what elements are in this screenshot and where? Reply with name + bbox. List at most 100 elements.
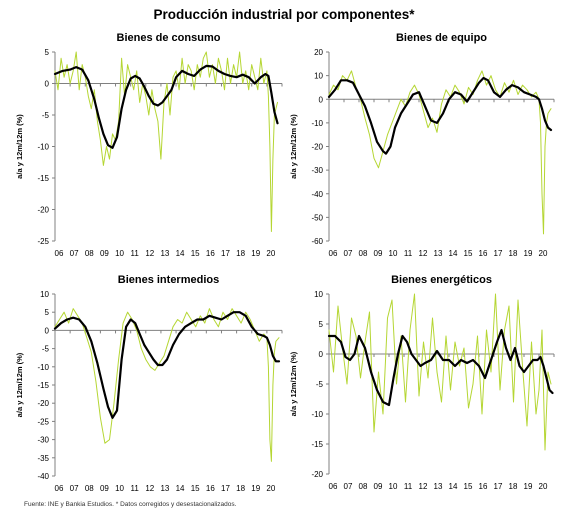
series-line-monthly bbox=[328, 70, 552, 235]
y-tick-label: -5 bbox=[42, 111, 50, 120]
series-line-12m bbox=[327, 328, 554, 407]
y-tick-label: -20 bbox=[311, 143, 323, 152]
x-tick-label: 08 bbox=[85, 249, 94, 258]
x-tick-label: 18 bbox=[509, 482, 518, 491]
x-tick-label: 19 bbox=[251, 249, 260, 258]
x-tick-label: 18 bbox=[236, 484, 245, 493]
x-tick-label: 11 bbox=[131, 249, 140, 258]
x-tick-label: 09 bbox=[100, 484, 109, 493]
y-tick-label: -35 bbox=[37, 454, 49, 463]
y-tick-label: -30 bbox=[37, 436, 49, 445]
x-tick-label: 07 bbox=[344, 482, 353, 491]
y-tick-label: 20 bbox=[314, 48, 323, 57]
chart-title: Bienes intermedios bbox=[118, 274, 219, 286]
x-tick-label: 18 bbox=[509, 249, 518, 258]
y-tick-label: -20 bbox=[37, 399, 49, 408]
x-tick-label: 09 bbox=[374, 482, 383, 491]
x-tick-label: 07 bbox=[344, 249, 353, 258]
x-tick-label: 19 bbox=[524, 249, 533, 258]
y-tick-label: -10 bbox=[311, 119, 323, 128]
y-tick-label: 10 bbox=[40, 290, 49, 299]
x-tick-label: 13 bbox=[434, 249, 443, 258]
x-tick-label: 08 bbox=[359, 482, 368, 491]
x-tick-label: 12 bbox=[145, 249, 154, 258]
x-tick-label: 19 bbox=[251, 484, 260, 493]
x-tick-label: 10 bbox=[389, 482, 398, 491]
x-tick-label: 12 bbox=[145, 484, 154, 493]
series-line-monthly bbox=[54, 51, 278, 232]
x-tick-label: 06 bbox=[55, 249, 64, 258]
x-tick-label: 15 bbox=[464, 482, 473, 491]
y-axis-label: a/a y 12m/12m (%) bbox=[15, 114, 24, 179]
y-tick-label: -10 bbox=[37, 143, 49, 152]
x-tick-label: 14 bbox=[449, 249, 458, 258]
y-tick-label: 0 bbox=[319, 350, 324, 359]
y-tick-label: 0 bbox=[45, 326, 50, 335]
y-axis-label: a/a y 12m/12m (%) bbox=[289, 351, 298, 416]
y-axis-label: a/a y 12m/12m (%) bbox=[15, 352, 24, 417]
x-tick-label: 16 bbox=[206, 249, 215, 258]
x-tick-label: 09 bbox=[374, 249, 383, 258]
y-tick-label: -5 bbox=[42, 345, 50, 354]
y-tick-label: -20 bbox=[311, 470, 323, 479]
x-tick-label: 16 bbox=[479, 482, 488, 491]
x-tick-label: 16 bbox=[479, 249, 488, 258]
x-tick-label: 17 bbox=[221, 484, 230, 493]
x-tick-label: 08 bbox=[359, 249, 368, 258]
x-tick-label: 10 bbox=[115, 249, 124, 258]
chart-title: Bienes de consumo bbox=[117, 32, 221, 44]
chart-title: Bienes de equipo bbox=[396, 32, 487, 44]
page-title: Producción industrial por componentes* bbox=[153, 7, 415, 22]
y-tick-label: -15 bbox=[37, 174, 49, 183]
x-tick-label: 15 bbox=[191, 484, 200, 493]
x-tick-label: 11 bbox=[404, 482, 413, 491]
source-note: Fuente: INE y Bankia Estudios. * Datos c… bbox=[24, 501, 237, 508]
series-line-12m bbox=[53, 311, 281, 419]
x-tick-label: 20 bbox=[266, 249, 275, 258]
y-tick-label: 0 bbox=[319, 95, 324, 104]
y-tick-label: 5 bbox=[45, 308, 50, 317]
x-tick-label: 17 bbox=[494, 249, 503, 258]
x-tick-label: 14 bbox=[176, 249, 185, 258]
x-tick-label: 13 bbox=[160, 249, 169, 258]
y-tick-label: -60 bbox=[311, 237, 323, 246]
series-line-12m bbox=[53, 64, 279, 149]
y-tick-label: 10 bbox=[314, 290, 323, 299]
chart-bienes-energeticos: Bienes energéticos a/a y 12m/12m (%) 10 5 0 -… bbox=[289, 274, 555, 491]
series-line-monthly bbox=[328, 293, 552, 451]
x-tick-label: 17 bbox=[494, 482, 503, 491]
x-tick-label: 15 bbox=[464, 249, 473, 258]
y-tick-label: -10 bbox=[37, 363, 49, 372]
y-tick-label: -5 bbox=[316, 380, 324, 389]
x-tick-label: 10 bbox=[115, 484, 124, 493]
x-tick-label: 08 bbox=[85, 484, 94, 493]
y-tick-label: -20 bbox=[37, 206, 49, 215]
x-tick-label: 12 bbox=[419, 482, 428, 491]
x-tick-label: 06 bbox=[329, 482, 338, 491]
chart-bienes-intermedios: Bienes intermedios a/a y 12m/12m (%) 10 5 0 -… bbox=[15, 274, 283, 493]
x-tick-label: 14 bbox=[176, 484, 185, 493]
x-tick-label: 11 bbox=[404, 249, 413, 258]
y-tick-label: -25 bbox=[37, 237, 49, 246]
chart-bienes-de-equipo: Bienes de equipo a/a y 12m/12m (%) 20 10 0 -1… bbox=[289, 32, 555, 258]
y-tick-label: -15 bbox=[311, 440, 323, 449]
x-tick-label: 17 bbox=[221, 249, 230, 258]
y-tick-label: -40 bbox=[311, 190, 323, 199]
y-tick-label: -15 bbox=[37, 381, 49, 390]
x-tick-label: 19 bbox=[524, 482, 533, 491]
x-tick-label: 13 bbox=[434, 482, 443, 491]
x-tick-label: 16 bbox=[206, 484, 215, 493]
y-axis-label: a/a y 12m/12m (%) bbox=[289, 114, 298, 179]
x-tick-label: 12 bbox=[419, 249, 428, 258]
y-tick-label: 5 bbox=[45, 48, 50, 57]
y-tick-label: -30 bbox=[311, 166, 323, 175]
series-line-12m bbox=[327, 76, 553, 155]
x-tick-label: 18 bbox=[236, 249, 245, 258]
y-tick-label: -10 bbox=[311, 410, 323, 419]
x-tick-label: 07 bbox=[70, 484, 79, 493]
x-tick-label: 20 bbox=[539, 482, 548, 491]
x-tick-label: 20 bbox=[266, 484, 275, 493]
x-tick-label: 13 bbox=[160, 484, 169, 493]
x-tick-label: 09 bbox=[100, 249, 109, 258]
